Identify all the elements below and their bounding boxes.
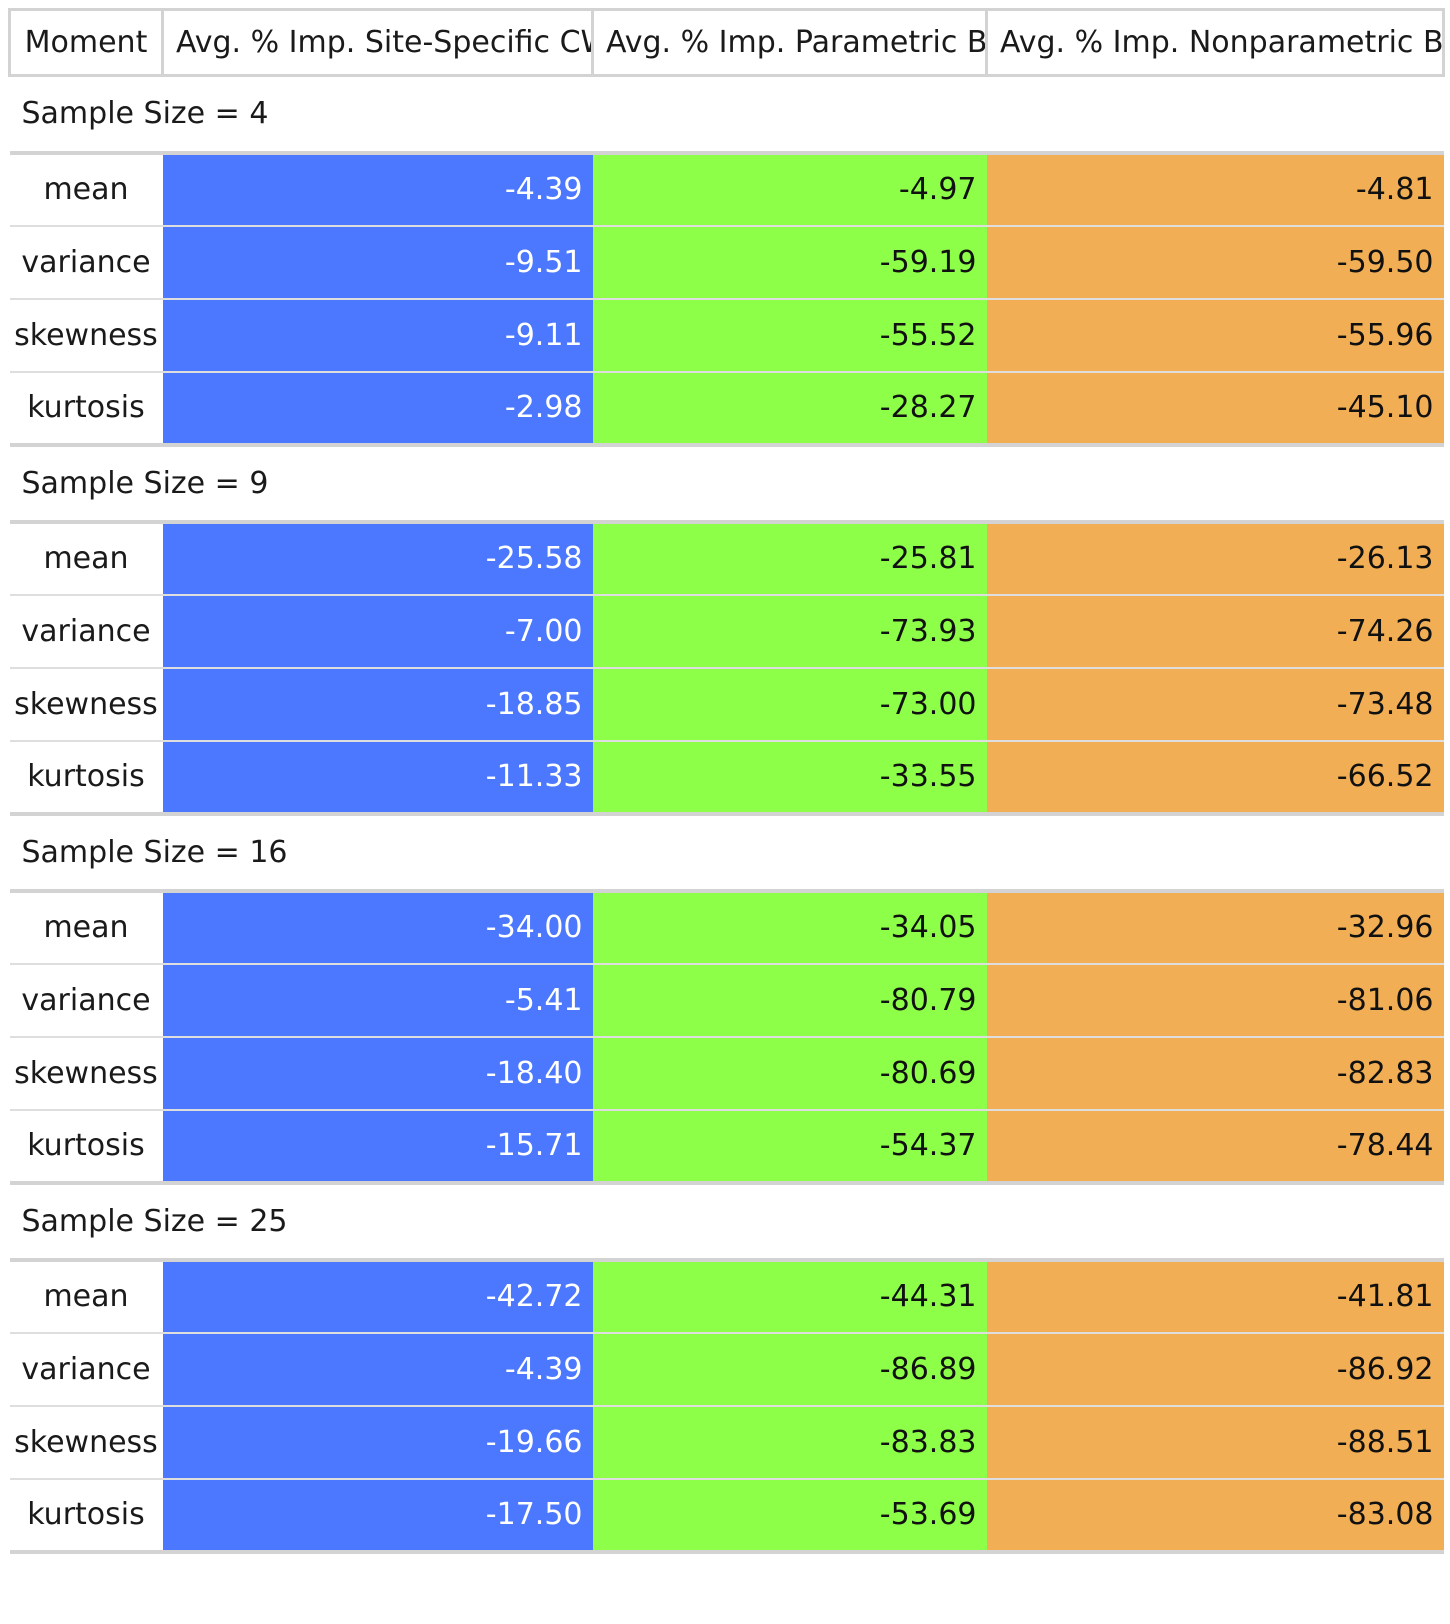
cell-moment: skewness [9,1404,163,1479]
cell-parametric-bs: -86.89 [592,1331,987,1406]
cell-moment: variance [9,1331,163,1406]
table-row: mean -42.72 -44.31 -41.81 [9,1258,1444,1333]
table-row: skewness -18.85 -73.00 -73.48 [9,666,1444,741]
table-row: kurtosis -15.71 -54.37 -78.44 [9,1108,1444,1185]
cell-site-specific-cw: -2.98 [162,370,593,447]
cell-parametric-bs: -59.19 [592,224,987,299]
cell-site-specific-cw: -7.00 [162,593,593,668]
cell-moment: variance [9,593,163,668]
cell-parametric-bs: -53.69 [592,1477,987,1554]
cell-site-specific-cw: -4.39 [162,151,593,226]
cell-parametric-bs: -73.00 [592,666,987,741]
cell-site-specific-cw: -9.51 [162,224,593,299]
cell-site-specific-cw: -19.66 [162,1404,593,1479]
results-table: Moment Avg. % Imp. Site-Specific CW Avg.… [8,8,1445,1554]
table-header: Moment Avg. % Imp. Site-Specific CW Avg.… [8,8,1445,77]
group-row: Sample Size = 4 [9,75,1444,155]
cell-moment: mean [9,151,163,226]
cell-parametric-bs: -55.52 [592,297,987,372]
table-row: mean -4.39 -4.97 -4.81 [9,151,1444,226]
cell-moment: variance [9,224,163,299]
results-table-wrapper: Moment Avg. % Imp. Site-Specific CW Avg.… [8,8,1445,1554]
cell-site-specific-cw: -18.85 [162,666,593,741]
cell-site-specific-cw: -11.33 [162,739,593,816]
cell-parametric-bs: -83.83 [592,1404,987,1479]
cell-nonparametric-bs: -83.08 [986,1477,1444,1554]
cell-moment: mean [9,520,163,595]
cell-site-specific-cw: -9.11 [162,297,593,372]
cell-site-specific-cw: -17.50 [162,1477,593,1554]
cell-parametric-bs: -4.97 [592,151,987,226]
group-row: Sample Size = 9 [9,444,1444,524]
cell-nonparametric-bs: -73.48 [986,666,1444,741]
table-row: variance -4.39 -86.89 -86.92 [9,1331,1444,1406]
group-row: Sample Size = 25 [9,1182,1444,1262]
table-row: kurtosis -2.98 -28.27 -45.10 [9,370,1444,447]
cell-nonparametric-bs: -78.44 [986,1108,1444,1185]
table-row: kurtosis -11.33 -33.55 -66.52 [9,739,1444,816]
cell-parametric-bs: -73.93 [592,593,987,668]
table-row: mean -25.58 -25.81 -26.13 [9,520,1444,595]
table-row: variance -5.41 -80.79 -81.06 [9,962,1444,1037]
cell-moment: skewness [9,666,163,741]
cell-nonparametric-bs: -81.06 [986,962,1444,1037]
table-row: variance -9.51 -59.19 -59.50 [9,224,1444,299]
table-row: variance -7.00 -73.93 -74.26 [9,593,1444,668]
cell-parametric-bs: -33.55 [592,739,987,816]
group-label: Sample Size = 16 [9,813,1444,893]
cell-site-specific-cw: -4.39 [162,1331,593,1406]
cell-moment: kurtosis [9,1108,163,1185]
cell-nonparametric-bs: -45.10 [986,370,1444,447]
cell-parametric-bs: -54.37 [592,1108,987,1185]
cell-moment: kurtosis [9,370,163,447]
cell-parametric-bs: -34.05 [592,889,987,964]
column-header-parametric-bs[interactable]: Avg. % Imp. Parametric BS [591,8,988,77]
cell-parametric-bs: -80.79 [592,962,987,1037]
cell-nonparametric-bs: -26.13 [986,520,1444,595]
cell-nonparametric-bs: -41.81 [986,1258,1444,1333]
table-body: Sample Size = 4 mean -4.39 -4.97 -4.81 varian… [9,75,1444,1554]
header-row: Moment Avg. % Imp. Site-Specific CW Avg.… [8,8,1445,77]
table-row: skewness -18.40 -80.69 -82.83 [9,1035,1444,1110]
cell-moment: skewness [9,297,163,372]
group-label: Sample Size = 4 [9,75,1444,155]
cell-site-specific-cw: -42.72 [162,1258,593,1333]
column-header-site-specific-cw[interactable]: Avg. % Imp. Site-Specific CW [161,8,594,77]
cell-nonparametric-bs: -88.51 [986,1404,1444,1479]
cell-nonparametric-bs: -86.92 [986,1331,1444,1406]
cell-moment: skewness [9,1035,163,1110]
cell-moment: mean [9,889,163,964]
cell-moment: mean [9,1258,163,1333]
cell-site-specific-cw: -18.40 [162,1035,593,1110]
cell-moment: variance [9,962,163,1037]
column-header-moment[interactable]: Moment [8,8,164,77]
table-row: skewness -19.66 -83.83 -88.51 [9,1404,1444,1479]
cell-site-specific-cw: -25.58 [162,520,593,595]
column-header-nonparametric-bs[interactable]: Avg. % Imp. Nonparametric BS [985,8,1445,77]
table-row: kurtosis -17.50 -53.69 -83.08 [9,1477,1444,1554]
cell-nonparametric-bs: -55.96 [986,297,1444,372]
cell-nonparametric-bs: -4.81 [986,151,1444,226]
cell-site-specific-cw: -5.41 [162,962,593,1037]
cell-parametric-bs: -28.27 [592,370,987,447]
cell-nonparametric-bs: -32.96 [986,889,1444,964]
table-row: mean -34.00 -34.05 -32.96 [9,889,1444,964]
cell-site-specific-cw: -15.71 [162,1108,593,1185]
group-label: Sample Size = 25 [9,1182,1444,1262]
group-row: Sample Size = 16 [9,813,1444,893]
table-row: skewness -9.11 -55.52 -55.96 [9,297,1444,372]
cell-parametric-bs: -44.31 [592,1258,987,1333]
cell-nonparametric-bs: -82.83 [986,1035,1444,1110]
cell-moment: kurtosis [9,1477,163,1554]
cell-moment: kurtosis [9,739,163,816]
cell-parametric-bs: -25.81 [592,520,987,595]
group-label: Sample Size = 9 [9,444,1444,524]
cell-nonparametric-bs: -59.50 [986,224,1444,299]
cell-parametric-bs: -80.69 [592,1035,987,1110]
cell-nonparametric-bs: -66.52 [986,739,1444,816]
cell-nonparametric-bs: -74.26 [986,593,1444,668]
cell-site-specific-cw: -34.00 [162,889,593,964]
